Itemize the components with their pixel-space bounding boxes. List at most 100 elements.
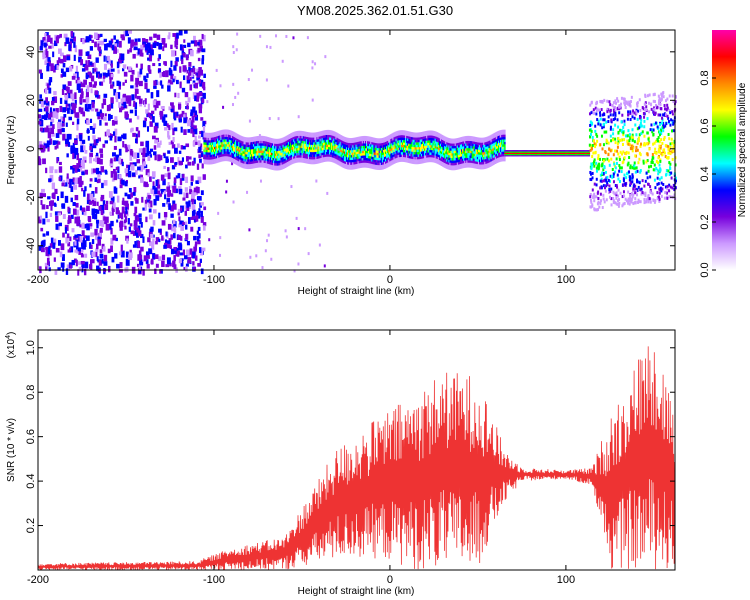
- spectrogram-cell: [385, 161, 387, 164]
- spectrogram-cell: [296, 147, 298, 151]
- spectrogram-cell: [255, 160, 257, 164]
- spectrogram-cell: [387, 162, 389, 166]
- spectrogram-cell: [335, 156, 337, 159]
- spectrogram-cell: [289, 138, 292, 141]
- spectrogram-cell: [452, 165, 454, 168]
- spectrogram-cell: [278, 141, 280, 144]
- spectrogram-cell: [279, 155, 281, 159]
- spectrogram-cell: [449, 138, 451, 141]
- spectrogram-cell: [167, 131, 170, 138]
- spectrogram-cell: [434, 143, 436, 146]
- spectrogram-cell: [223, 131, 225, 135]
- spectrogram-cell: [257, 140, 259, 144]
- spectrogram-cell: [327, 154, 330, 157]
- spectrogram-cell: [86, 223, 90, 231]
- spectrogram-cell: [407, 131, 409, 134]
- spectrogram-cell: [220, 159, 222, 162]
- spectrogram-cell: [132, 231, 136, 236]
- spectrogram-cell: [447, 164, 449, 167]
- spectrogram-cell: [149, 115, 153, 120]
- spectrogram-cell: [342, 141, 345, 144]
- spectrogram-cell: [211, 144, 214, 148]
- spectrogram-cell: [184, 187, 188, 192]
- spectrogram-cell: [312, 149, 314, 153]
- spectrogram-cell: [458, 142, 461, 145]
- spectrogram-cell: [345, 144, 348, 148]
- spectrogram-cell: [301, 157, 303, 161]
- spectrogram-cell: [375, 164, 377, 168]
- spectrogram-cell: [426, 157, 428, 161]
- spectrogram-cell: [429, 130, 431, 134]
- spectrogram-cell: [248, 139, 251, 143]
- spectrogram-cell: [118, 157, 122, 164]
- spectrogram-cell: [348, 147, 350, 151]
- spectrogram-cell: [281, 154, 283, 158]
- spectrogram-cell: [243, 139, 245, 142]
- spectrogram-cell: [115, 237, 118, 242]
- spectrogram-cell: [267, 158, 270, 162]
- spectrogram-cell: [257, 150, 259, 154]
- spectrogram-cell: [251, 139, 254, 142]
- spectrogram-cell: [288, 141, 291, 144]
- spectrogram-cell: [420, 158, 423, 162]
- spectrogram-cell: [439, 136, 442, 139]
- spectrogram-cell: [207, 161, 209, 165]
- spectrogram-cell: [310, 132, 312, 136]
- spectrogram-cell: [40, 200, 43, 206]
- spectrogram-cell: [457, 157, 460, 160]
- spectrogram-cell: [46, 65, 50, 72]
- spectrogram-cell: [397, 140, 399, 143]
- spectrogram-cell: [467, 155, 469, 158]
- spectrogram-cell: [268, 147, 271, 150]
- spectrogram-cell: [74, 92, 77, 100]
- spectrogram-cell: [236, 155, 238, 158]
- spectrogram-cell: [332, 133, 334, 136]
- spectrogram-cell: [288, 136, 291, 139]
- spectrogram-cell: [278, 160, 280, 164]
- spectrogram-cell: [443, 162, 445, 165]
- spectrogram-cell: [294, 153, 296, 156]
- spectrogram-cell: [212, 161, 215, 165]
- spectrogram-cell: [251, 158, 254, 162]
- spectrogram-cell: [415, 132, 417, 136]
- spectrogram-cell: [323, 142, 326, 146]
- spectrogram-cell: [294, 150, 296, 154]
- spectrogram-cell: [361, 136, 364, 139]
- spectrogram-cell: [457, 145, 460, 148]
- spectrogram-cell: [337, 138, 339, 141]
- spectrogram-cell: [324, 139, 327, 143]
- spectrogram-cell: [75, 259, 78, 267]
- spectrogram-cell: [333, 160, 335, 163]
- spectrogram-cell: [170, 102, 174, 106]
- spectrogram-cell: [106, 130, 110, 136]
- spectrogram-cell: [363, 165, 366, 168]
- spectrogram-cell: [370, 151, 372, 154]
- spectrogram-cell: [160, 188, 163, 195]
- spectrogram-cell: [154, 139, 159, 144]
- spectrogram-cell: [416, 144, 418, 148]
- spectrogram-cell: [335, 161, 337, 164]
- spectrogram-cell: [392, 161, 394, 165]
- spectrogram-cell: [390, 141, 392, 144]
- spectrogram-cell: [102, 246, 106, 252]
- spectrogram-cell: [302, 152, 304, 156]
- spectrogram-cell: [462, 143, 464, 147]
- spectrogram-cell: [188, 186, 192, 190]
- spectrogram-cell: [178, 160, 182, 166]
- spectrogram-cell: [277, 163, 279, 166]
- spectrogram-cell: [450, 148, 452, 151]
- spectrogram-cell: [249, 154, 252, 157]
- spectrogram-cell: [469, 157, 471, 161]
- spectrogram-cell: [444, 148, 446, 151]
- spectrogram-cell: [284, 153, 287, 156]
- spectrogram-cell: [213, 161, 216, 164]
- spectrogram-cell: [410, 148, 412, 152]
- spectrogram-cell: [443, 164, 445, 168]
- spectrogram-cell: [87, 135, 90, 141]
- spectrogram-cell: [280, 157, 282, 161]
- spectrogram-cell: [342, 150, 345, 154]
- spectrogram-cell: [204, 159, 206, 162]
- spectrogram-cell: [404, 135, 406, 138]
- spectrogram-cell: [190, 40, 195, 44]
